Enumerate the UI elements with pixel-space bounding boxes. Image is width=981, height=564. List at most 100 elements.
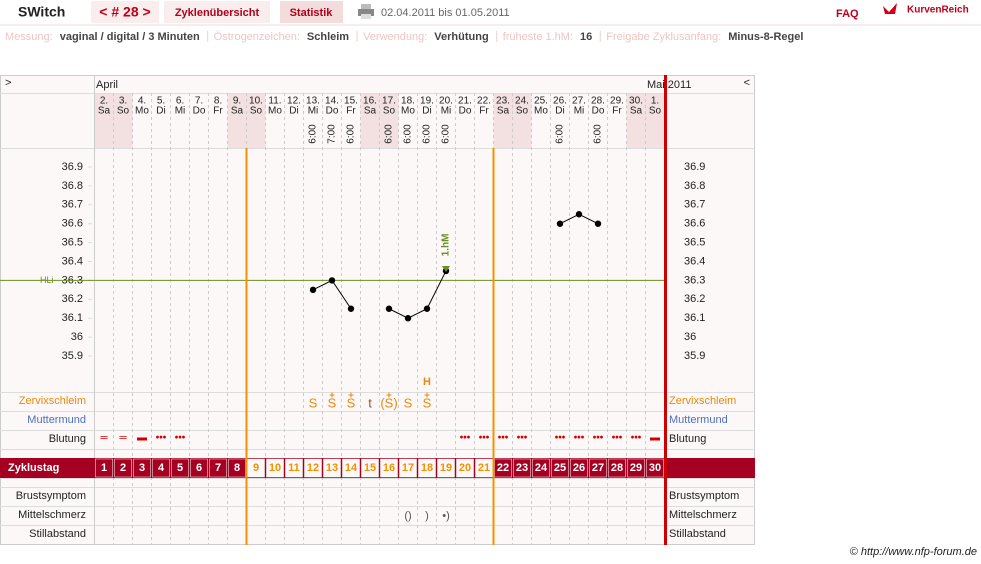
bleeding-sign: ═ (118, 433, 127, 444)
brand[interactable]: KurvenReich (907, 5, 969, 16)
printer-icon[interactable] (358, 4, 374, 19)
cycle-day: 18 (421, 462, 433, 474)
row-label-right: Muttermund (669, 414, 728, 426)
measure-time: 6:00 (384, 124, 395, 144)
faq-link[interactable]: FAQ (836, 8, 859, 20)
weekday: Fr (346, 106, 356, 117)
bleeding-sign: ••• (479, 433, 490, 444)
nav-next[interactable]: < (744, 77, 750, 89)
row-label: Blutung (49, 433, 86, 445)
bleeding-sign: ••• (574, 433, 585, 444)
measure-time: 6:00 (441, 124, 452, 144)
cycle-day-cell (266, 458, 284, 478)
cycle-day: 29 (630, 462, 642, 474)
weekend-shade (626, 93, 646, 148)
date: 12. (287, 96, 301, 107)
cycle-day: 27 (592, 462, 604, 474)
y-tick-label: 36.4 (62, 255, 83, 267)
cycle-nav[interactable]: < # 28 > (99, 4, 150, 20)
date: 3. (119, 96, 127, 107)
cycle-day-cell (133, 458, 151, 478)
date: 26. (553, 96, 567, 107)
setting-label: Verwendung: (363, 31, 427, 43)
cycle-day-cell (608, 458, 626, 478)
weekday: Do (326, 106, 339, 117)
date: 11. (268, 96, 281, 107)
weekday: Sa (364, 106, 377, 117)
cycle-day: 6 (196, 462, 202, 474)
cycle-day: 13 (326, 462, 338, 474)
nav-prev[interactable]: > (5, 77, 11, 89)
bleeding-sign: ▬ (137, 433, 147, 444)
measure-time: 6:00 (422, 124, 433, 144)
y-tick-label-right: 36.1 (684, 312, 705, 324)
temperature-point (347, 305, 355, 312)
bleeding-sign: ••• (555, 433, 566, 444)
weekend-shade (379, 93, 399, 148)
cycle-day-cell (304, 458, 322, 478)
date: 28. (591, 96, 605, 107)
mucus-sign: (S) (380, 395, 397, 410)
measure-time: 6:00 (593, 124, 604, 144)
cycle-day: 4 (158, 462, 165, 474)
cycle-day: 1 (101, 462, 107, 474)
y-tick-label-right: 36.7 (684, 199, 705, 211)
y-tick-label-right: 36.6 (684, 218, 705, 230)
weekday: Sa (630, 106, 643, 117)
cycle-day: 23 (516, 462, 528, 474)
weekday: Di (422, 106, 431, 117)
y-tick-label-right: 36.9 (684, 161, 705, 173)
cycle-day-cell (570, 458, 588, 478)
tab[interactable] (164, 1, 270, 23)
measure-time: 6:00 (403, 124, 414, 144)
weekday: Di (555, 106, 564, 117)
date: 6. (176, 96, 184, 107)
y-tick-label: 36.2 (62, 293, 83, 305)
date: 23. (496, 96, 510, 107)
cycle-day: 3 (139, 462, 145, 474)
bleeding-sign: ••• (498, 433, 509, 444)
brand-icon (883, 3, 897, 14)
tab-label[interactable]: Zyklenübersicht (175, 7, 260, 19)
weekend-shade (360, 93, 380, 148)
setting-value: Minus-8-Regel (728, 31, 803, 43)
date: 1. (651, 96, 659, 107)
weekday: Mo (268, 106, 282, 117)
weekday: Mo (401, 106, 415, 117)
setting-label: Freigabe Zyklusanfang: (606, 31, 721, 43)
setting-value: Verhütung (434, 31, 488, 43)
cycle-day: 26 (573, 462, 585, 474)
cycle-day: 9 (253, 462, 259, 474)
date: 22. (477, 96, 491, 107)
date: 24. (515, 96, 529, 107)
cycle-day-cell (95, 458, 113, 478)
tab-label[interactable]: Statistik (290, 7, 334, 19)
weekday: So (383, 106, 396, 117)
measure-time: 6:00 (555, 124, 566, 144)
weekday: Do (459, 106, 472, 117)
cycle-day-cell (513, 458, 531, 478)
weekend-shade (512, 93, 532, 148)
row-label-right: Mittelschmerz (669, 509, 737, 521)
bleeding-sign: ••• (631, 433, 642, 444)
cycle-box (91, 1, 159, 23)
weekday: Mi (574, 106, 585, 117)
cycle-day: 21 (478, 462, 490, 474)
cycle-day: 10 (269, 462, 281, 474)
temperature-point (423, 305, 431, 312)
date: 20. (439, 96, 453, 107)
setting-value: 16 (580, 31, 592, 43)
date: 29. (610, 96, 624, 107)
y-tick-label: 36.1 (62, 312, 83, 324)
y-tick-label: 36.5 (62, 237, 83, 249)
cycle-day: 11 (288, 462, 300, 474)
pain-sign: () (404, 510, 411, 522)
tab[interactable] (280, 1, 343, 23)
cycle-day-cell (646, 458, 664, 478)
bleeding-sign: ••• (593, 433, 604, 444)
y-tick-label-right: 36.3 (684, 274, 705, 286)
weekday: Sa (231, 106, 244, 117)
weekday: Mo (135, 106, 149, 117)
cycle-day-cell (456, 458, 474, 478)
